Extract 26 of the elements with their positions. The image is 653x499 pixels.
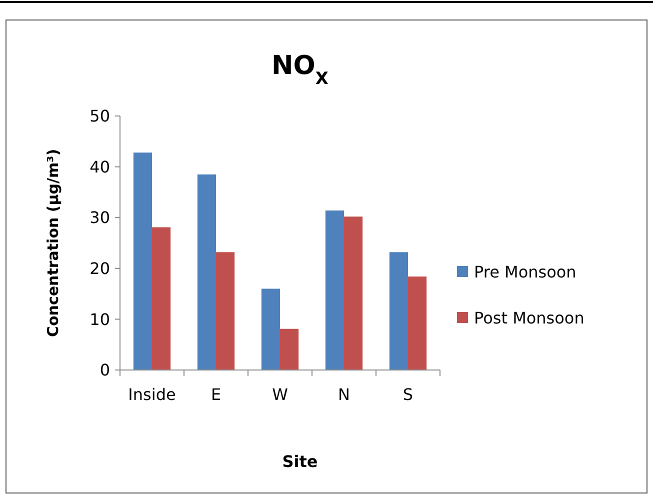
- y-tick-label: 50: [90, 106, 110, 126]
- bar: [389, 252, 408, 370]
- x-tick-label: Inside: [128, 385, 176, 404]
- x-axis-title: Site: [282, 452, 318, 471]
- y-tick-label: 20: [90, 259, 110, 278]
- y-tick-label: 30: [90, 208, 110, 228]
- bar: [325, 210, 344, 370]
- chart-title: NO$_{X}$: [272, 51, 328, 88]
- x-tick-label: N: [338, 385, 350, 404]
- legend-label: Post Monsoon: [474, 308, 584, 328]
- legend-label: Pre Monsoon: [474, 262, 576, 282]
- bar: [133, 152, 152, 370]
- bar: [408, 276, 427, 370]
- bar: [261, 288, 280, 370]
- y-axis-title: Concentration (µg/m³): [44, 148, 62, 338]
- bar: [152, 227, 171, 370]
- y-tick-label: 40: [90, 157, 110, 176]
- bar: [280, 328, 299, 370]
- bar: [344, 216, 363, 370]
- x-tick-label: E: [210, 385, 222, 404]
- y-tick-label: 10: [90, 310, 110, 329]
- bar: [197, 174, 216, 370]
- x-tick-label: W: [272, 385, 288, 404]
- y-tick-label: 0: [100, 360, 110, 380]
- bar: [216, 252, 235, 370]
- x-tick-label: S: [402, 385, 414, 404]
